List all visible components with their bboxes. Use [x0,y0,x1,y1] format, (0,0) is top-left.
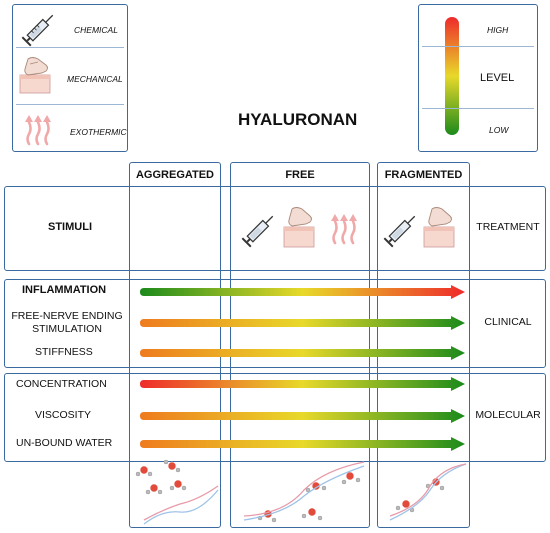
column-header-fragmented: FRAGMENTED [384,169,463,181]
row-label-viscosity: VISCOSITY [35,409,92,421]
syringe-icon [240,210,280,253]
legend-divider [16,104,124,105]
row-label-concentration: CONCENTRATION [16,378,107,390]
row-label-stiffness: STIFFNESS [35,346,93,358]
group-label-clinical: CLINICAL [484,316,532,328]
arrow-inflammation [139,285,465,299]
level-divider [422,46,534,47]
row-label-stimuli: STIMULI [48,221,92,233]
molecules-free [240,458,368,531]
column-aggregated [129,162,221,528]
hand-press-icon [422,205,460,254]
column-header-aggregated: AGGREGATED [135,169,215,181]
arrow-nerve-stimulation [139,316,465,330]
row-stimuli [4,186,546,271]
hand-press-icon [282,205,320,254]
row-clinical [4,279,546,368]
level-divider [422,108,534,109]
syringe-icon [382,210,422,253]
diagram-title: HYALURONAN [238,110,358,129]
arrow-unbound-water [139,437,465,451]
level-legend [418,4,538,152]
level-label: LEVEL [480,72,515,84]
column-header-free: FREE [285,169,315,181]
legend-mechanical: MECHANICAL [67,74,123,84]
syringe-icon [20,9,60,52]
legend-exothermic: EXOTHERMIC [70,127,127,137]
heat-waves-icon [24,112,52,151]
column-fragmented [377,162,470,528]
stimuli-legend [12,4,128,152]
row-label-unbound-water: UN-BOUND WATER [16,437,113,449]
arrow-stiffness [139,346,465,360]
molecules-aggregated [132,458,220,533]
column-free [230,162,370,528]
group-label-molecular: MOLECULAR [475,409,541,421]
legend-divider [16,47,124,48]
level-high: HIGH [487,25,509,35]
row-molecular [4,373,546,462]
molecules-fragmented [380,458,468,531]
legend-chemical: CHEMICAL [74,25,118,35]
arrow-concentration [139,377,465,391]
level-gradient-bar [444,16,460,141]
hand-press-icon [18,55,56,100]
group-label-treatment: TREATMENT [476,221,540,233]
row-label-nerve-stimulation: FREE-NERVE ENDING STIMULATION [11,310,123,335]
heat-waves-icon [330,210,358,251]
level-low: LOW [489,125,509,135]
arrow-viscosity [139,409,465,423]
row-label-inflammation: INFLAMMATION [22,284,107,296]
